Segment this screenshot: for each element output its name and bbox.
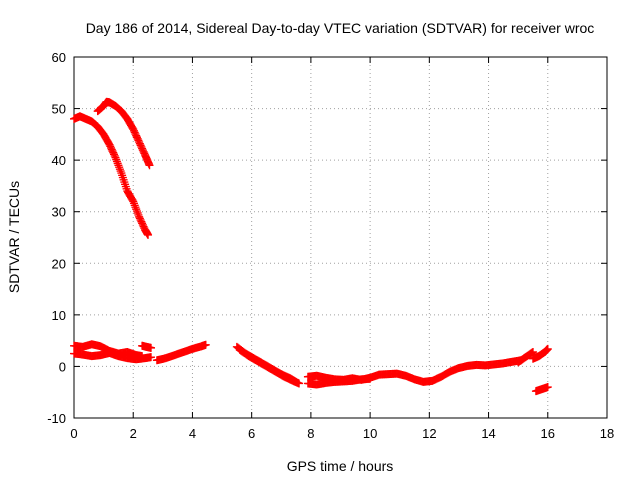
data-point: [133, 209, 142, 218]
series-low-band-8: [303, 374, 375, 389]
data-points: [70, 97, 552, 396]
series-low-band-11: [531, 383, 552, 396]
x-tick-label: 4: [189, 426, 196, 441]
chart-title: Day 186 of 2014, Sidereal Day-to-day VTE…: [86, 20, 595, 36]
x-tick-label: 12: [422, 426, 436, 441]
y-axis-label: SDTVAR / TECUs: [6, 181, 22, 293]
data-point: [528, 347, 537, 356]
data-point: [115, 163, 124, 172]
data-point: [366, 374, 375, 383]
series-satellite-track-a: [70, 112, 153, 239]
series-low-band-6: [235, 345, 304, 388]
data-point: [131, 203, 140, 212]
data-point: [132, 205, 141, 214]
data-point: [201, 340, 210, 349]
x-tick-label: 8: [307, 426, 314, 441]
x-tick-label: 6: [248, 426, 255, 441]
x-tick-label: 10: [363, 426, 377, 441]
data-point: [134, 210, 143, 219]
data-point: [145, 161, 154, 170]
y-tick-label: 10: [52, 308, 66, 323]
data-point: [129, 199, 138, 208]
series-low-band-9: [514, 347, 537, 367]
x-tick-label: 18: [600, 426, 614, 441]
data-point: [146, 343, 155, 352]
x-tick-label: 14: [481, 426, 495, 441]
x-tick-label: 0: [70, 426, 77, 441]
grid: [74, 57, 607, 418]
axis-ticks: 0 2 4 6 8 10 12 14 16 18 -10 0 10 20 30 40 50 60: [47, 50, 614, 441]
y-tick-label: 0: [59, 359, 66, 374]
data-point: [111, 153, 120, 162]
y-tick-label: 20: [52, 256, 66, 271]
data-point: [116, 167, 125, 176]
data-point: [129, 197, 138, 206]
y-tick-label: -10: [47, 411, 66, 426]
series-low-band-10: [528, 344, 552, 363]
plot-frame: [73, 56, 608, 419]
y-tick-label: 60: [52, 50, 66, 65]
data-point: [146, 353, 155, 362]
y-tick-label: 30: [52, 205, 66, 220]
series-low-band-3: [138, 341, 155, 352]
y-tick-label: 40: [52, 153, 66, 168]
series-low-band-2: [70, 349, 155, 364]
data-point: [132, 207, 141, 216]
y-tick-label: 50: [52, 102, 66, 117]
data-point: [130, 201, 139, 210]
data-point: [113, 159, 122, 168]
x-axis-label: GPS time / hours: [287, 458, 394, 474]
series-satellite-track-b: [93, 97, 154, 170]
data-point: [112, 157, 121, 166]
data-point: [115, 165, 124, 174]
data-point: [110, 151, 119, 160]
data-point: [114, 161, 123, 170]
data-point: [295, 379, 304, 388]
data-point: [543, 383, 552, 392]
data-point: [112, 155, 121, 164]
data-point: [144, 230, 153, 239]
x-tick-label: 2: [130, 426, 137, 441]
series-low-band-4: [152, 340, 210, 365]
x-tick-label: 16: [541, 426, 555, 441]
data-point: [543, 344, 552, 353]
